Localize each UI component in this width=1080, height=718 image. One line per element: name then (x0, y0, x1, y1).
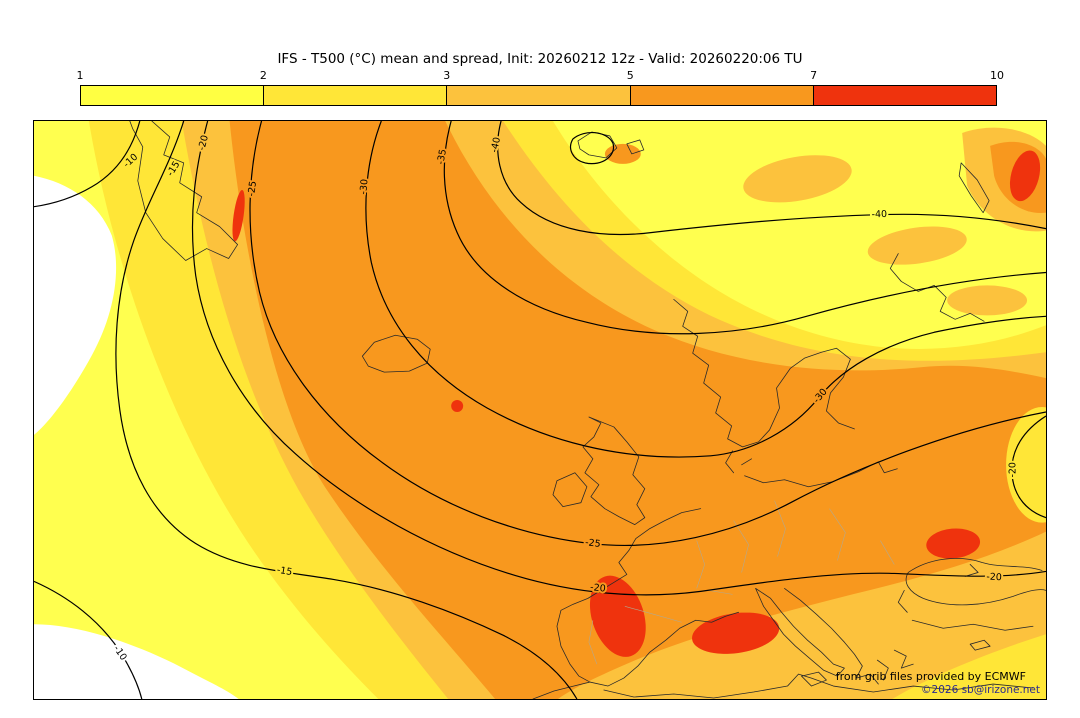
contour-label: -40 (871, 209, 887, 221)
contour-minus-30 (365, 121, 1046, 458)
coastline-scandinavia (673, 298, 855, 448)
spread-fill-amber-patch-arctic1 (743, 155, 852, 203)
coastline-britain (582, 416, 646, 526)
colorbar-tick-label: 7 (810, 69, 818, 82)
colorbar-tick-label: 10 (990, 69, 1004, 82)
coastline-west-europe-iberia (556, 508, 740, 687)
spread-fill-red-topright (1009, 150, 1041, 202)
spread-fill-red-streak-topleft (232, 190, 245, 242)
contour-minus-25 (249, 121, 1046, 546)
contour-minus-20-east-bay (1011, 415, 1046, 519)
chart-title: IFS - T500 (°C) mean and spread, Init: 2… (277, 51, 803, 67)
spread-fill-red-iberia (589, 575, 646, 657)
spread-fill-amber-patch-arctic3 (947, 285, 1028, 316)
spread-fill-red-atlantic-dot (451, 400, 464, 412)
spread-fill-below1-west (34, 175, 117, 435)
spread-fill-red-anatolia (926, 528, 981, 559)
contour-label: -15 (276, 565, 293, 579)
colorbar-tick-label: 5 (626, 69, 634, 82)
contour-label: -25 (246, 180, 259, 197)
colorbar-tick-label: 3 (443, 69, 451, 82)
contour-minus-10-southwest (34, 580, 143, 699)
spread-fill-red-westmed (692, 612, 780, 654)
contour-label: -20 (986, 572, 1002, 584)
colorbar-segment-7-10 (813, 86, 997, 105)
spread-fill-level-5-7 (229, 121, 1046, 699)
coastline-italy-sicily (755, 587, 845, 687)
map-frame: -10 -15 -20 -25 -30 -35 -40 -40 -30 -25 -20 -15 -10-… (33, 120, 1047, 700)
coastline-kola-whitesea (889, 253, 985, 322)
spread-fill-yellow-bay-right (1006, 407, 1046, 523)
coastline-arctic-islands (958, 162, 990, 214)
weather-map: -10 -15-20-25 -30-35-40-40-30-25-20-15-10-… (34, 121, 1046, 699)
contour-minus-15 (115, 121, 578, 699)
spread-fill-amber-patch-arctic2 (867, 226, 967, 265)
coastline-greenland (129, 121, 238, 261)
attribution-ecmwf: from grib files provided by ECMWF (835, 670, 1026, 683)
contour-label: -20 (1008, 462, 1019, 477)
contour-label: -30 (358, 179, 370, 195)
coastline-anatolia-cyprus (911, 619, 1034, 651)
contour-minus-40 (497, 121, 1046, 236)
spread-colorbar: 1 2 3 5 7 10 (76, 69, 1005, 106)
colorbar-tick-label: 2 (259, 69, 267, 82)
colorbar-segment-3-5 (447, 86, 631, 105)
coastline-iceland (361, 334, 431, 373)
mean-contours (34, 121, 1046, 699)
country-border-lines (588, 500, 895, 665)
contour-label: -20 (590, 582, 607, 595)
colorbar-bar (80, 85, 997, 106)
coastline-ireland (552, 472, 588, 508)
country-borders (588, 500, 895, 665)
colorbar-tick-labels: 1 2 3 5 7 10 (76, 69, 1005, 84)
contour-label: -35 (435, 148, 449, 165)
coastline-denmark (725, 450, 752, 474)
colorbar-tick-label: 1 (76, 69, 84, 82)
coastline-black-sea (897, 558, 1046, 613)
contour-minus-35 (443, 121, 1046, 335)
coastline-balkans-greece (784, 587, 914, 685)
coastlines (129, 121, 1046, 699)
spread-fill-layers (34, 121, 1046, 699)
coastline-north-africa (532, 673, 1034, 699)
colorbar-segment-2-3 (264, 86, 448, 105)
contour-minus-40-closed-svalbard (569, 132, 615, 165)
colorbar-segment-5-7 (630, 86, 814, 105)
attribution-copyright: ©2026 sb@irizone.net (921, 684, 1040, 696)
contour-minus-20-main (191, 121, 1046, 596)
spread-fill-below1-southwest (34, 624, 239, 699)
contour-label: -25 (585, 537, 602, 550)
colorbar-segment-1-2 (81, 86, 265, 105)
contour-label: -20 (196, 134, 211, 152)
contour-minus-10-northwest (34, 121, 141, 208)
